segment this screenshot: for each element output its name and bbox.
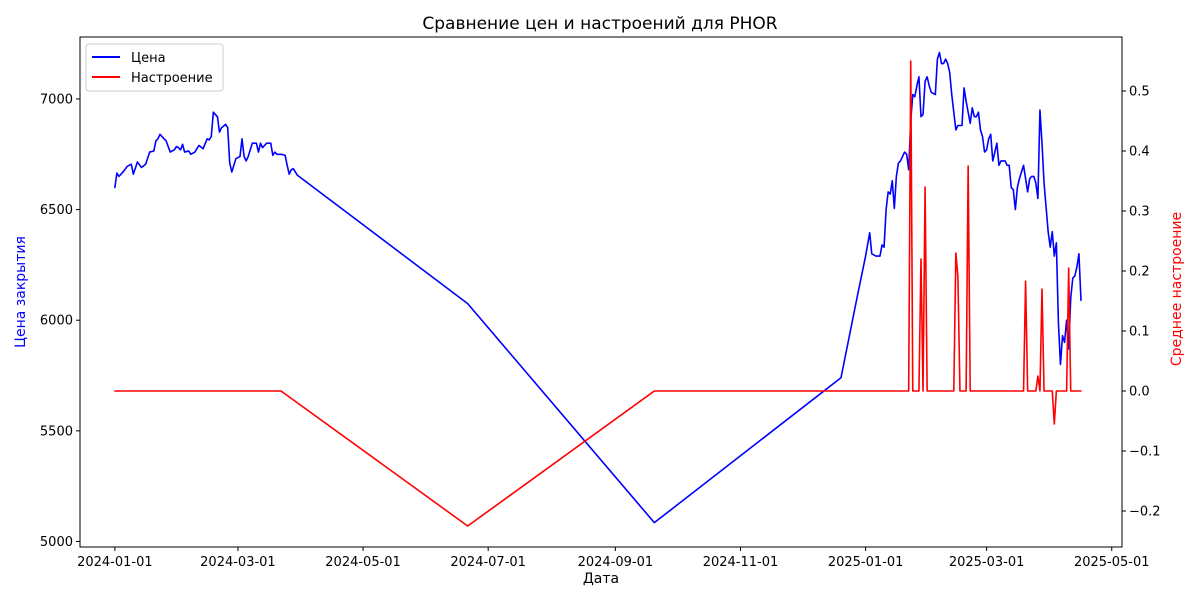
y-right-tick-label: −0.1: [1129, 445, 1161, 460]
y-right-tick-label: 0.5: [1129, 85, 1150, 100]
sentiment-line: [114, 60, 1082, 527]
x-tick-label: 2024-01-01: [77, 555, 153, 570]
y-axis-left: 5000 5500 6000 6500 7000: [40, 92, 80, 550]
y-right-tick-label: 0.0: [1129, 385, 1150, 400]
x-tick-label: 2024-03-01: [200, 555, 276, 570]
x-tick-label: 2024-05-01: [325, 555, 401, 570]
x-tick-label: 2024-09-01: [578, 555, 654, 570]
x-tick-label: 2024-07-01: [450, 555, 526, 570]
y-right-tick-label: −0.2: [1129, 505, 1161, 520]
legend-label-price: Цена: [131, 51, 166, 66]
y-left-tick-label: 5500: [40, 424, 73, 439]
y-left-tick-label: 5000: [40, 535, 73, 550]
legend-label-sentiment: Настроение: [131, 71, 213, 86]
x-axis: 2024-01-01 2024-03-01 2024-05-01 2024-07-01…: [77, 547, 1150, 570]
y-right-tick-label: 0.4: [1129, 145, 1150, 160]
legend: Цена Настроение: [85, 43, 224, 92]
y-left-tick-label: 7000: [40, 92, 73, 107]
y-axis-right-title: Среднее настроение: [1169, 212, 1185, 366]
y-left-tick-label: 6500: [40, 203, 73, 218]
x-tick-label: 2025-05-01: [1074, 555, 1150, 570]
chart-title: Сравнение цен и настроений для PHOR: [422, 14, 777, 34]
price-series: [114, 51, 1082, 524]
y-left-tick-label: 6000: [40, 314, 73, 329]
y-axis-right: −0.2 −0.1 0.0 0.1 0.2 0.3 0.4 0.5: [1122, 85, 1161, 520]
y-right-tick-label: 0.3: [1129, 205, 1150, 220]
y-right-tick-label: 0.1: [1129, 325, 1150, 340]
price-line: [114, 51, 1082, 524]
legend-box: [85, 43, 224, 92]
y-right-tick-label: 0.2: [1129, 265, 1150, 280]
x-tick-label: 2025-01-01: [828, 555, 904, 570]
y-axis-left-title: Цена закрытия: [13, 236, 29, 348]
x-axis-title: Дата: [583, 571, 619, 587]
x-tick-label: 2025-03-01: [949, 555, 1025, 570]
x-tick-label: 2024-11-01: [703, 555, 779, 570]
sentiment-series: [114, 60, 1082, 527]
plot-frame: [79, 36, 1123, 548]
